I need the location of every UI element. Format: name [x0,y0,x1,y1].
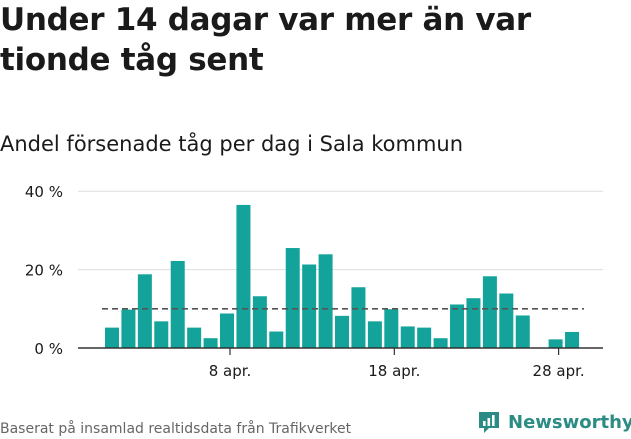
bar [482,276,497,348]
chart-title: Under 14 dagar var mer än var tionde tåg… [0,2,531,78]
bar [236,204,251,348]
bar [105,327,119,348]
y-tick-label: 0 % [34,340,63,358]
y-tick-label: 40 % [25,183,63,201]
bar [252,296,267,348]
brand-name: Newsworthy [508,411,631,433]
bar [170,260,185,348]
bar [121,309,136,348]
bar [450,304,465,348]
bar [351,287,366,348]
bar [548,339,563,348]
bar [154,321,169,348]
bar [499,293,514,348]
bar [318,254,333,348]
bar [203,338,218,348]
x-tick-label: 18 apr. [368,362,420,380]
bar [302,264,317,348]
bar [285,248,300,348]
gridlines [78,190,603,271]
newsworthy-logo-icon [479,412,499,433]
axes: 0 % 20 % 40 % 8 apr. 18 apr. 28 apr. [25,183,603,380]
bar [565,331,580,348]
bar [220,313,235,348]
newsworthy-logo: Newsworthy [476,409,631,435]
bar [515,315,530,348]
bar [187,327,202,348]
bars [105,204,580,348]
bar [137,274,152,348]
chart-subtitle: Andel försenade tåg per dag i Sala kommu… [0,132,464,156]
bar [367,321,382,348]
bar [400,326,415,348]
bar-chart: 0 % 20 % 40 % 8 apr. 18 apr. 28 apr. [25,183,603,380]
bar [384,309,399,348]
bar [269,331,284,348]
bar [335,315,350,348]
y-tick-label: 20 % [25,262,63,280]
x-tick-label: 8 apr. [209,362,252,380]
bar [466,298,481,348]
bar [417,327,432,348]
x-tick-label: 28 apr. [533,362,585,380]
bar [433,338,448,348]
source-note: Baserat på insamlad realtidsdata från Tr… [0,421,352,437]
